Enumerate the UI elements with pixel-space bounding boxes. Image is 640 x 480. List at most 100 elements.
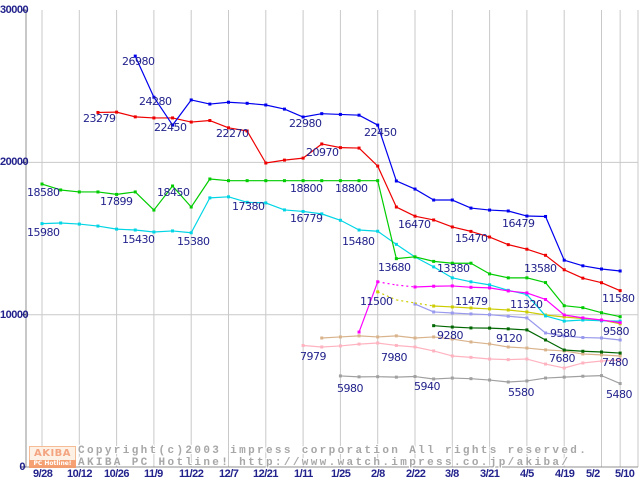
- series-green-marker: [618, 315, 622, 319]
- series-blue-segment: [564, 259, 584, 267]
- series-pink-marker: [544, 362, 548, 366]
- series-tan-segment: [489, 343, 509, 348]
- series-darkgreen-segment: [601, 351, 621, 354]
- series-pink-segment: [489, 358, 509, 361]
- series-cyan-marker: [282, 208, 286, 212]
- series-olive-segment: [564, 316, 583, 320]
- series-green-marker: [189, 205, 193, 209]
- series-darkgreen-segment: [582, 350, 602, 353]
- series-gray-marker: [581, 374, 585, 378]
- series-green-segment: [172, 185, 192, 208]
- series-pink-marker: [432, 349, 436, 353]
- series-red-marker: [171, 116, 175, 120]
- series-gray-marker: [413, 375, 417, 379]
- series-green-marker: [59, 188, 63, 192]
- series-periwinkle-marker: [469, 312, 473, 316]
- series-tan-marker: [413, 336, 417, 340]
- series-green-marker: [152, 208, 156, 212]
- series-blue-marker: [357, 113, 361, 117]
- series-green-marker: [227, 179, 230, 183]
- value-label: 15480: [342, 235, 375, 248]
- series-darkgreen-segment: [452, 326, 471, 329]
- series-tan-segment: [414, 336, 434, 339]
- series-blue-segment: [302, 113, 322, 118]
- series-gray-segment: [470, 378, 490, 381]
- series-cyan-marker: [301, 209, 305, 213]
- series-green-segment: [433, 260, 453, 264]
- value-label: 7680: [549, 352, 576, 365]
- series-pink-segment: [433, 350, 453, 357]
- series-gray-marker: [469, 377, 473, 381]
- value-label: 15430: [122, 233, 155, 246]
- series-cyan-segment: [247, 201, 266, 204]
- series-olive-marker: [469, 306, 473, 310]
- series-tan-marker: [432, 335, 436, 339]
- series-green-segment: [60, 189, 80, 193]
- series-magenta-marker: [376, 280, 380, 284]
- series-magenta-marker: [525, 291, 529, 295]
- value-label: 11479: [455, 295, 488, 308]
- series-red-segment: [526, 248, 546, 256]
- value-label: 7979: [300, 350, 327, 363]
- series-blue-segment: [172, 99, 192, 126]
- series-green-marker: [77, 190, 81, 194]
- series-red-marker: [376, 164, 380, 168]
- x-axis-label: 10/12: [67, 468, 93, 480]
- series-cyan-marker: [245, 200, 249, 204]
- series-periwinkle-marker: [488, 313, 492, 317]
- series-darkgreen-marker: [488, 326, 492, 330]
- series-gray-marker: [488, 378, 492, 382]
- series-gray-segment: [526, 377, 546, 382]
- series-cyan-marker: [376, 229, 380, 233]
- series-blue-segment: [601, 268, 621, 272]
- series-blue-marker: [581, 264, 585, 268]
- value-label: 13380: [437, 262, 470, 275]
- series-tan-marker: [488, 342, 492, 346]
- series-blue-segment: [153, 96, 174, 126]
- series-green-segment: [153, 185, 174, 211]
- series-cyan-marker: [227, 195, 230, 199]
- series-red-marker: [264, 161, 268, 165]
- series-gray-marker: [544, 376, 548, 380]
- series-red-marker: [189, 120, 193, 124]
- series-red-marker: [320, 142, 324, 146]
- series-periwinkle-segment: [433, 311, 453, 314]
- x-axis-label: 12/21: [253, 468, 279, 480]
- series-olive-segment: [470, 307, 490, 310]
- series-magenta-segment: [526, 292, 546, 301]
- series-magenta-segment: [470, 286, 490, 289]
- series-gray-marker: [338, 374, 342, 378]
- series-tan-marker: [506, 345, 510, 349]
- series-blue-marker: [618, 269, 622, 273]
- series-green-marker: [320, 179, 324, 183]
- series-magenta-marker: [432, 284, 436, 288]
- series-tan-marker: [394, 334, 398, 338]
- series-blue-segment: [582, 265, 602, 270]
- series-blue-segment: [340, 113, 360, 116]
- series-olive-segment: [489, 308, 509, 311]
- x-axis-label: 11/9: [144, 468, 163, 480]
- series-olive-marker: [562, 315, 566, 319]
- series-red-marker: [133, 115, 137, 119]
- series-blue-segment: [470, 207, 490, 211]
- series-tan-marker: [450, 337, 454, 341]
- series-cyan-segment: [116, 228, 136, 231]
- series-periwinkle-segment: [489, 314, 509, 317]
- value-label: 9120: [496, 332, 523, 345]
- series-pink-segment: [545, 363, 565, 369]
- series-olive-segment: [545, 314, 565, 318]
- series-blue-segment: [247, 102, 266, 106]
- series-magenta-segment: [452, 285, 471, 288]
- series-gray-segment: [396, 375, 416, 378]
- series-cyan-marker: [133, 228, 137, 232]
- series-cyan-marker: [171, 229, 175, 233]
- series-periwinkle-segment: [601, 337, 621, 341]
- x-axis-label: 2/22: [406, 468, 426, 480]
- series-gray-marker: [357, 375, 361, 379]
- series-cyan-marker: [544, 314, 548, 318]
- series-pink-marker: [301, 343, 305, 347]
- series-cyan-marker: [96, 224, 100, 228]
- x-axis-label: 3/8: [445, 468, 459, 480]
- series-periwinkle-marker: [525, 316, 529, 320]
